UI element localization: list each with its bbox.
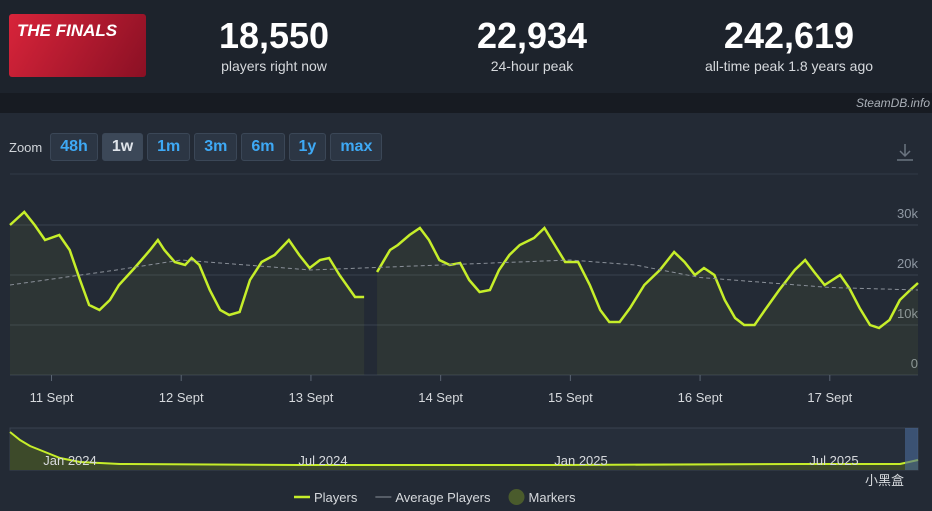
y-tick-label: 10k	[897, 306, 918, 321]
series-line	[9, 210, 919, 330]
legend-swatch	[508, 489, 525, 505]
navigator-label: Jul 2025	[809, 453, 858, 468]
zoom-label: Zoom	[9, 139, 43, 155]
navigator-handle[interactable]	[905, 428, 918, 470]
y-tick-label: 0	[911, 356, 918, 371]
navigator-label: Jul 2024	[298, 453, 347, 468]
stat-value: 18,550	[218, 15, 330, 56]
x-tick-label: 14 Sept	[418, 390, 463, 405]
navigator-label: Jan 2025	[554, 453, 608, 468]
source-strip	[0, 93, 932, 113]
zoom-bar: Zoom 48h 1w 1m 3m 6m 1y max	[9, 133, 383, 161]
x-tick-label: 15 Sept	[548, 390, 593, 405]
zoom-button[interactable]: 3m	[194, 133, 238, 161]
navigator-label: Jan 2024	[43, 453, 97, 468]
series-line	[9, 259, 919, 291]
x-tick-label: 16 Sept	[678, 390, 723, 405]
stat: 22,934 24-hour peak	[412, 15, 652, 75]
series-area	[10, 212, 918, 375]
y-tick-label: 30k	[897, 206, 918, 221]
zoom-button[interactable]: 6m	[241, 133, 285, 161]
x-tick-label: 12 Sept	[159, 390, 204, 405]
legend-label: Players	[314, 490, 358, 505]
stat-value: 22,934	[476, 15, 588, 56]
zoom-button[interactable]: 1m	[147, 133, 191, 161]
source[interactable]: SteamDB.info	[855, 96, 930, 110]
stat-label: 24-hour peak	[490, 58, 574, 74]
stat-label: all-time peak 1.8 years ago	[704, 58, 874, 74]
zoom-button[interactable]: 1w	[101, 133, 144, 161]
download-icon[interactable]	[897, 144, 913, 161]
legend-label: Markers	[529, 490, 576, 505]
navigator-area	[10, 432, 918, 470]
stat: 242,619 all-time peak 1.8 years ago	[669, 15, 909, 75]
stat-label: players right now	[221, 58, 327, 74]
y-tick-label: 20k	[897, 256, 918, 271]
navigator-line	[9, 431, 919, 466]
zoom-button[interactable]: 1y	[288, 133, 327, 161]
game-logo[interactable]: THE FINALS	[9, 14, 146, 77]
x-tick-label: 11 Sept	[30, 390, 74, 405]
zoom-button[interactable]: 48h	[50, 133, 98, 161]
stat-value: 242,619	[723, 15, 855, 56]
navigator[interactable]	[9, 427, 919, 471]
legend-label: Average Players	[395, 490, 491, 505]
watermark: 小黑盒	[865, 473, 904, 488]
zoom-button[interactable]: max	[330, 133, 383, 161]
x-tick-label: 17 Sept	[807, 390, 852, 405]
stat: 18,550 players right now	[154, 15, 394, 75]
x-tick-label: 13 Sept	[289, 390, 334, 405]
header: THE FINALS 18,550 players right now 22,93…	[0, 0, 932, 93]
